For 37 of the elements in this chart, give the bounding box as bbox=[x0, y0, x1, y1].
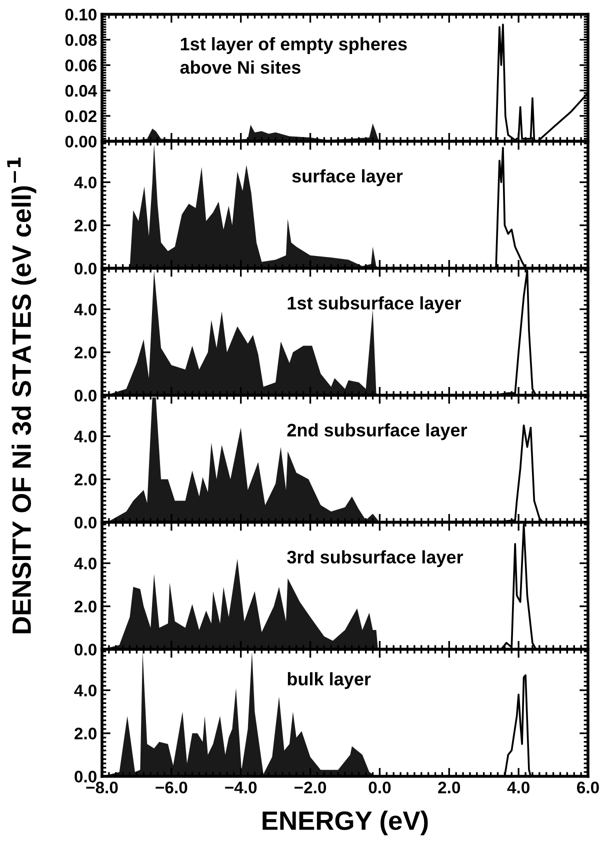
y-tick-label: 0.10 bbox=[65, 8, 96, 21]
y-tick-label: 2.0 bbox=[74, 474, 96, 486]
y-tick-label: 2.0 bbox=[74, 346, 96, 358]
y-tick-label: 4.0 bbox=[74, 558, 96, 570]
y-tick-label: 4.0 bbox=[74, 684, 96, 696]
annotation: surface layer bbox=[292, 169, 403, 186]
annotation: 2nd subsurface layer bbox=[287, 423, 468, 440]
x-tick-label: 6.0 bbox=[577, 782, 599, 794]
y-tick-label: 0.08 bbox=[65, 34, 97, 46]
x-tick-label: −8.0 bbox=[86, 782, 118, 794]
annotation: 3rd subsurface layer bbox=[287, 550, 464, 568]
annotation: bulk layer bbox=[288, 672, 371, 690]
y-tick-label: 0.0 bbox=[74, 770, 96, 783]
x-tick-label: −6.0 bbox=[156, 782, 188, 794]
y-tick-label: 0.0 bbox=[74, 516, 96, 529]
x-tick-label: 0.0 bbox=[368, 782, 391, 794]
y-tick-label: 2.0 bbox=[74, 728, 96, 740]
annotation: 1st subsurface layer bbox=[288, 296, 462, 314]
y-tick-label: 4.0 bbox=[74, 304, 96, 316]
x-axis-title: ENERGY (eV) bbox=[262, 810, 428, 836]
y-tick-label: 2.0 bbox=[74, 600, 96, 612]
y-tick-label: 0.0 bbox=[74, 644, 96, 656]
y-tick-label: 0.04 bbox=[65, 84, 98, 97]
x-tick-label: 2.0 bbox=[438, 782, 460, 794]
x-tick-label: −2.0 bbox=[294, 782, 326, 794]
x-tick-label: −4.0 bbox=[225, 782, 257, 794]
y-axis-title: DENSITY OF Ni 3d STATES (eV cell)$^{−1}$ bbox=[7, 158, 36, 634]
y-tick-label: 4.0 bbox=[74, 430, 96, 442]
y-tick-label: 0.0 bbox=[74, 390, 96, 402]
y-tick-label: 0.00 bbox=[65, 136, 96, 148]
y-tick-label: 2.0 bbox=[74, 220, 96, 232]
y-tick-label: 4.0 bbox=[74, 176, 96, 188]
y-tick-label: 0.02 bbox=[65, 110, 96, 122]
annotation: 1st layer of empty spheres above Ni sites bbox=[180, 37, 407, 74]
y-tick-label: 0.06 bbox=[65, 60, 97, 72]
y-tick-label: 0.0 bbox=[74, 262, 96, 275]
x-tick-label: 4.0 bbox=[507, 782, 530, 794]
